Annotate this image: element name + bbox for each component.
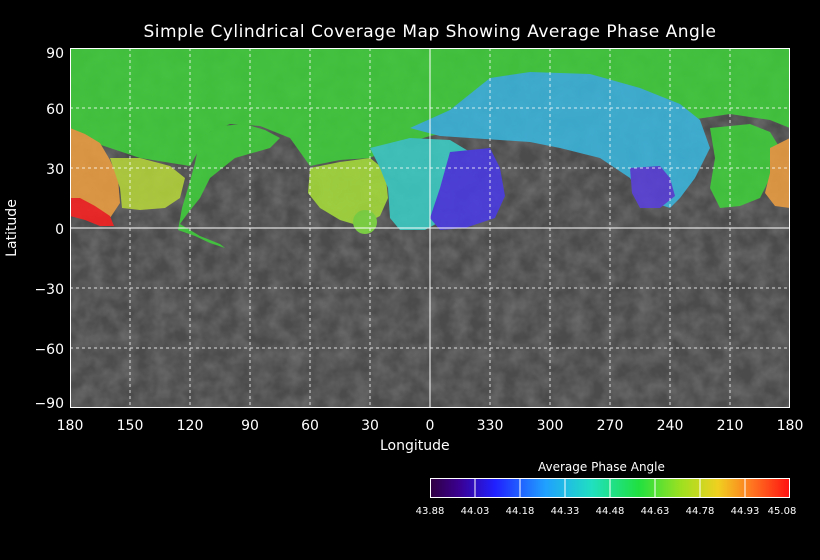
lat-tick: 60 [46,102,64,118]
coverage-yellowgreen-center [308,158,388,226]
lat-tick: −30 [34,282,64,298]
colorbar-tick: 44.18 [505,506,535,517]
lat-tick: 30 [46,162,64,178]
lat-tick: −90 [34,396,64,412]
lat-tick: 0 [55,222,64,238]
colorbar-tick: 43.88 [415,506,445,517]
coverage-orange-west [70,128,120,220]
lon-tick: 150 [116,418,144,434]
map-svg [70,48,790,408]
coverage-orange-east [765,138,790,208]
colorbar-tick: 44.03 [460,506,490,517]
lat-tick: −60 [34,342,64,358]
lon-tick: 0 [425,418,435,434]
map-title: Simple Cylindrical Coverage Map Showing … [143,22,717,42]
lon-tick: 210 [716,418,744,434]
coverage-yellow-west [110,158,185,210]
lon-tick: 330 [476,418,504,434]
colorbar-tick: 44.93 [730,506,760,517]
lon-tick: 30 [361,418,379,434]
y-axis-label: Latitude [3,199,20,257]
lon-tick: 240 [656,418,684,434]
colorbar [430,478,790,498]
lon-tick: 270 [596,418,624,434]
colorbar-title: Average Phase Angle [538,460,665,474]
lon-tick: 60 [301,418,319,434]
map-axis-lines [70,48,790,408]
colorbar-ticks [430,478,790,498]
coverage-green-spot [353,210,377,234]
colorbar-svg [430,478,790,498]
colorbar-tick: 45.08 [767,506,797,517]
coverage-green-lobe [178,124,280,248]
lon-tick: 120 [176,418,204,434]
colorbar-tick: 44.78 [685,506,715,517]
coverage-blue-east [630,166,675,208]
coverage-red-west [70,198,114,226]
lat-tick: 90 [46,46,64,62]
x-axis-label: Longitude [380,438,450,454]
coverage-green-east [710,124,780,208]
lon-tick: 300 [536,418,564,434]
colorbar-tick: 44.33 [550,506,580,517]
coverage-map [70,48,790,408]
lon-tick: 180 [56,418,84,434]
lon-tick: 90 [241,418,259,434]
colorbar-tick: 44.48 [595,506,625,517]
colorbar-tick: 44.63 [640,506,670,517]
lon-tick: 180 [776,418,804,434]
